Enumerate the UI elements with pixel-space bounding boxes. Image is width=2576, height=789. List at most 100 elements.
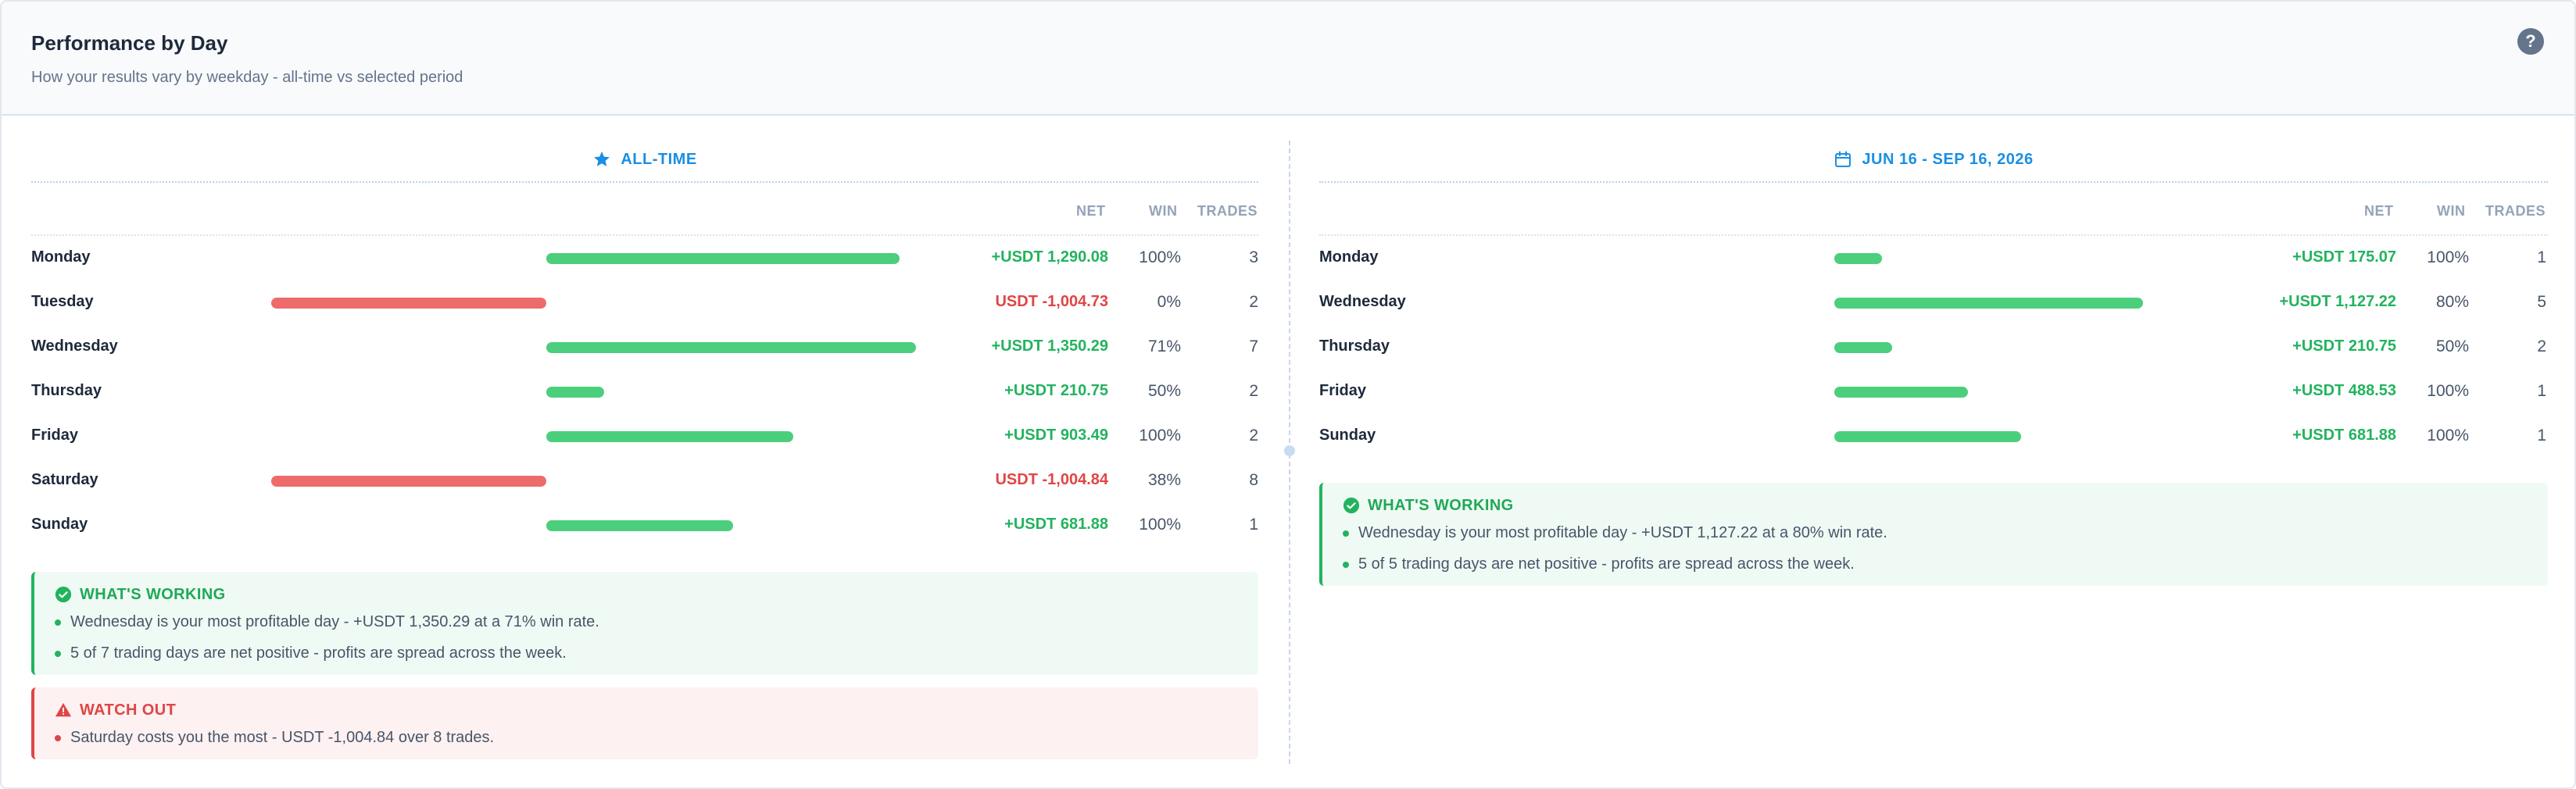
net-value: +USDT 1,290.08 [991, 248, 1108, 266]
period-label: JUN 16 - SEP 16, 2026 [1862, 150, 2034, 168]
question-circle-icon[interactable]: ? [2517, 28, 2544, 55]
win-rate: 71% [1147, 337, 1181, 355]
day-row: Tuesday USDT -1,004.73 0% 2 [31, 280, 1258, 324]
net-column-header: NET [1076, 203, 1106, 219]
day-row: Saturday USDT -1,004.84 38% 8 [31, 459, 1258, 502]
warning-triangle-icon [55, 702, 72, 717]
insight-item: Saturday costs you the most - USDT -1,00… [55, 722, 1258, 753]
day-label: Friday [31, 427, 79, 444]
trade-count: 7 [1249, 337, 1258, 355]
day-row: Monday +USDT 1,290.08 100% 3 [31, 236, 1258, 280]
day-row: Friday +USDT 488.53 100% 1 [1319, 370, 2548, 413]
trade-count: 2 [1249, 293, 1258, 311]
all-time-header: ALL-TIME [31, 137, 1258, 183]
trades-column-header: TRADES [1197, 203, 1258, 219]
period-panel: JUN 16 - SEP 16, 2026 NET WIN TRADES Mon… [1319, 116, 2548, 787]
day-row: Friday +USDT 903.49 100% 2 [31, 414, 1258, 458]
divider-dot [1284, 445, 1295, 456]
day-label: Wednesday [31, 337, 118, 355]
trade-count: 1 [1249, 516, 1258, 534]
net-value: +USDT 1,350.29 [991, 337, 1108, 355]
day-label: Tuesday [31, 293, 94, 310]
whats-working-title: WHAT'S WORKING [55, 583, 1258, 606]
net-value: USDT -1,004.73 [995, 293, 1108, 310]
win-rate: 100% [1139, 427, 1181, 444]
net-bar [1834, 342, 1892, 353]
net-bar [1834, 298, 2143, 309]
day-label: Sunday [31, 516, 88, 533]
calendar-icon [1835, 151, 1852, 167]
win-column-header: WIN [2437, 203, 2466, 219]
net-value: +USDT 488.53 [2292, 382, 2396, 399]
day-row: Sunday +USDT 681.88 100% 1 [1319, 414, 2548, 458]
all-time-panel: ALL-TIME NET WIN TRADES Monday +USDT 1,29… [31, 116, 1258, 787]
net-bar [546, 253, 900, 264]
trade-count: 3 [1249, 248, 1258, 266]
day-label: Monday [31, 248, 91, 266]
column-header: NET WIN TRADES [1319, 183, 2548, 236]
net-value: +USDT 210.75 [1004, 382, 1108, 399]
net-bar [546, 387, 604, 398]
trade-count: 2 [1249, 382, 1258, 400]
day-label: Saturday [31, 471, 98, 488]
net-bar [546, 431, 794, 442]
net-bar [271, 298, 546, 309]
watch-out-box: WATCH OUT Saturday costs you the most - … [31, 687, 1258, 759]
watch-out-title: WATCH OUT [55, 698, 1258, 722]
check-circle-icon [55, 586, 72, 603]
net-column-header: NET [2364, 203, 2394, 219]
day-label: Sunday [1319, 427, 1376, 444]
whats-working-box: WHAT'S WORKING Wednesday is your most pr… [31, 572, 1258, 675]
insight-item: 5 of 5 trading days are net positive - p… [1343, 548, 2548, 580]
net-value: USDT -1,004.84 [995, 471, 1108, 488]
trade-count: 2 [2537, 337, 2546, 355]
check-circle-icon [1343, 497, 1360, 514]
day-label: Thursday [1319, 337, 1390, 355]
trade-count: 8 [1249, 471, 1258, 489]
day-label: Friday [1319, 382, 1367, 399]
trade-count: 1 [2537, 427, 2546, 444]
trade-count: 2 [1249, 427, 1258, 444]
day-label: Thursday [31, 382, 102, 399]
net-bar [1834, 253, 1883, 264]
day-label: Wednesday [1319, 293, 1406, 310]
day-row: Monday +USDT 175.07 100% 1 [1319, 236, 2548, 280]
win-rate: 0% [1157, 293, 1181, 311]
period-header: JUN 16 - SEP 16, 2026 [1319, 137, 2548, 183]
card-subtitle: How your results vary by weekday - all-t… [31, 69, 463, 86]
watch-out-label: WATCH OUT [80, 701, 177, 719]
whats-working-label: WHAT'S WORKING [1368, 496, 1514, 514]
card-header: Performance by Day How your results vary… [2, 2, 2574, 116]
win-rate: 100% [2427, 382, 2469, 400]
win-rate: 50% [1147, 382, 1181, 400]
win-rate: 100% [2427, 248, 2469, 266]
insight-item: Wednesday is your most profitable day - … [55, 606, 1258, 637]
win-rate: 50% [2435, 337, 2469, 355]
trade-count: 1 [2537, 248, 2546, 266]
net-bar [1834, 431, 2021, 442]
win-rate: 100% [2427, 427, 2469, 444]
day-row: Sunday +USDT 681.88 100% 1 [31, 503, 1258, 547]
net-bar [546, 520, 733, 531]
whats-working-box: WHAT'S WORKING Wednesday is your most pr… [1319, 483, 2548, 586]
net-value: +USDT 210.75 [2292, 337, 2396, 355]
star-icon [594, 152, 610, 166]
insight-item: 5 of 7 trading days are net positive - p… [55, 637, 1258, 669]
net-value: +USDT 903.49 [1004, 427, 1108, 444]
whats-working-title: WHAT'S WORKING [1343, 494, 2548, 517]
win-column-header: WIN [1149, 203, 1178, 219]
trade-count: 1 [2537, 382, 2546, 400]
day-row: Wednesday +USDT 1,127.22 80% 5 [1319, 280, 2548, 324]
net-value: +USDT 175.07 [2292, 248, 2396, 266]
trade-count: 5 [2537, 293, 2546, 311]
net-value: +USDT 681.88 [2292, 427, 2396, 444]
win-rate: 100% [1139, 516, 1181, 534]
day-row: Wednesday +USDT 1,350.29 71% 7 [31, 325, 1258, 369]
insight-item: Wednesday is your most profitable day - … [1343, 517, 2548, 548]
day-row: Thursday +USDT 210.75 50% 2 [1319, 325, 2548, 369]
win-rate: 80% [2435, 293, 2469, 311]
net-bar [1834, 387, 1968, 398]
column-header: NET WIN TRADES [31, 183, 1258, 236]
win-rate: 38% [1147, 471, 1181, 489]
